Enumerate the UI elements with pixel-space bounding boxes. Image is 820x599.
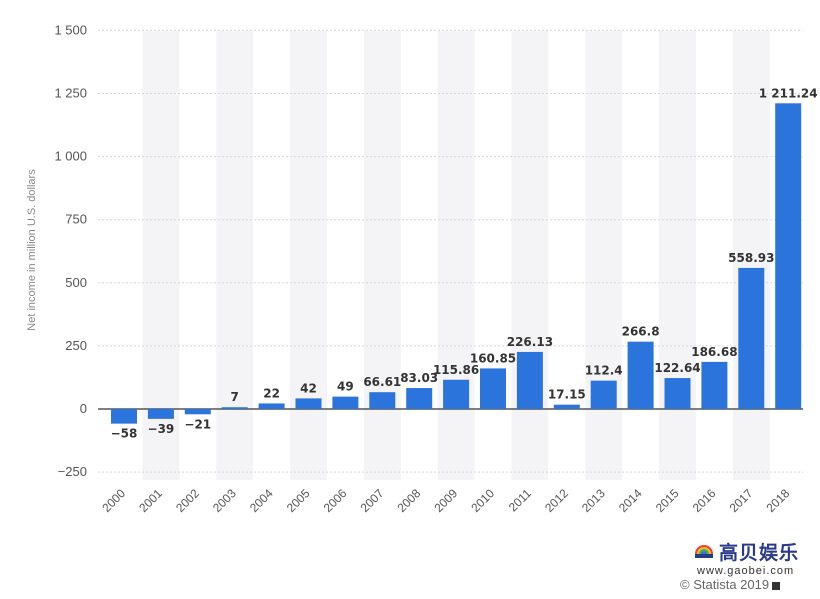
x-tick-label: 2006 (321, 486, 350, 515)
bar[interactable] (332, 396, 359, 409)
data-label: 115.86 (433, 363, 479, 377)
x-tick-label: 2014 (616, 486, 645, 515)
x-tick-label: 2009 (431, 486, 460, 515)
y-tick-label: 1 250 (54, 86, 87, 101)
y-tick-label: 1 500 (54, 22, 87, 37)
x-tick-label: 2013 (579, 486, 608, 515)
data-label: 160.85 (470, 351, 516, 365)
bar[interactable] (590, 380, 617, 409)
bar[interactable] (147, 409, 174, 419)
data-label: 66.61 (363, 375, 401, 389)
x-tick-label: 2001 (136, 486, 165, 515)
rainbow-logo-icon (695, 545, 713, 558)
x-tick-label: 2016 (690, 486, 719, 515)
x-axis-ticks: 2000 2001 2002 2003 2004 2005 2006 2007 2008 2009… (99, 486, 792, 515)
y-axis-label: Net income in million U.S. dollars (26, 169, 38, 331)
data-label: 558.93 (728, 251, 774, 265)
data-label: −21 (184, 417, 211, 431)
y-tick-label: 0 (80, 401, 87, 416)
watermark-title: 高贝娱乐 (719, 542, 800, 564)
y-tick-label: 250 (65, 338, 87, 353)
data-label: 122.64 (654, 361, 700, 375)
x-tick-label: 2004 (247, 486, 276, 515)
data-label: 49 (337, 380, 354, 394)
data-label: 7 (231, 390, 239, 404)
column-stripes (142, 30, 770, 481)
y-tick-label: −250 (58, 464, 87, 479)
column-stripe (290, 30, 327, 481)
bar[interactable] (701, 361, 728, 409)
bar[interactable] (258, 403, 285, 409)
x-tick-label: 2010 (468, 486, 497, 515)
bar[interactable] (221, 407, 248, 409)
data-label: −39 (148, 422, 175, 436)
data-label: 226.13 (507, 335, 553, 349)
bar[interactable] (369, 392, 396, 409)
y-tick-label: 750 (65, 212, 87, 227)
y-axis-ticks: −250 0 250 500 750 1 000 1 250 1 500 (54, 22, 87, 479)
copyright: © Statista 2019 (680, 577, 781, 592)
column-stripe (659, 30, 696, 481)
watermark: 高贝娱乐 www.gaobei.com (693, 540, 818, 592)
bar[interactable] (480, 368, 506, 409)
data-label: 83.03 (400, 371, 438, 385)
x-tick-label: 2007 (358, 486, 387, 515)
y-tick-label: 500 (65, 275, 87, 290)
watermark-url: www.gaobei.com (697, 565, 795, 577)
x-tick-label: 2015 (653, 486, 682, 515)
x-tick-label: 2000 (99, 486, 128, 515)
x-tick-label: 2017 (727, 486, 756, 515)
data-label: 42 (300, 381, 317, 395)
column-stripe (585, 30, 623, 481)
bar[interactable] (184, 409, 211, 415)
data-label: 186.68 (691, 345, 737, 359)
bar[interactable] (553, 404, 580, 409)
data-label: 112.4 (585, 364, 623, 378)
bar[interactable] (516, 351, 543, 409)
bar[interactable] (443, 379, 470, 409)
column-stripe (437, 30, 475, 481)
data-label: 22 (263, 386, 280, 400)
column-stripe (363, 30, 401, 481)
data-label: 17.15 (548, 388, 586, 402)
bars (111, 103, 802, 424)
x-tick-label: 2005 (284, 486, 313, 515)
bar[interactable] (627, 341, 654, 409)
gridlines (98, 29, 803, 473)
flag-icon[interactable] (772, 581, 781, 590)
x-tick-label: 2012 (542, 486, 571, 515)
data-label: −58 (111, 427, 138, 441)
bar[interactable] (406, 388, 433, 409)
x-tick-label: 2008 (395, 486, 424, 515)
column-stripe (142, 30, 180, 481)
bar[interactable] (775, 103, 802, 410)
x-tick-label: 2018 (764, 486, 793, 515)
data-label: 1 211.24 (759, 86, 818, 100)
copyright-text: © Statista 2019 (680, 577, 770, 592)
bar[interactable] (664, 378, 691, 409)
bar[interactable] (738, 267, 765, 409)
bar[interactable] (111, 409, 137, 424)
x-tick-label: 2011 (506, 486, 534, 514)
x-tick-label: 2002 (173, 486, 202, 515)
x-tick-label: 2003 (210, 486, 239, 515)
data-label: 266.8 (622, 325, 660, 339)
column-stripe (216, 30, 254, 481)
y-tick-label: 1 000 (54, 149, 87, 164)
bar[interactable] (295, 398, 322, 409)
column-stripe (511, 30, 549, 481)
